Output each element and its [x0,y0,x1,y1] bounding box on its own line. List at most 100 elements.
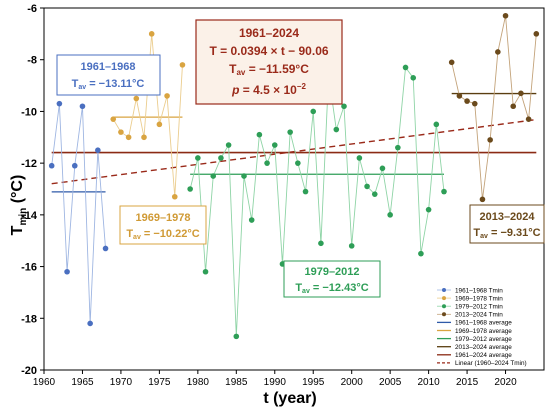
series-1 [48,100,109,327]
plot-frame [43,7,545,371]
data-point [102,245,109,252]
y-tick-label: -6 [27,3,37,15]
legend-label: 1979–2012 Tmin [455,304,503,311]
series-3 [187,64,447,340]
y-tick-label: -12 [21,158,37,170]
data-point [118,129,124,135]
annotation-1961-2024: 1961–2024 T = 0.0394 × t − 90.06 Tav = −… [195,19,343,105]
legend-item: 2013–2024 Tmin [437,312,503,319]
y-axis-label: Tmin (°C) [9,175,29,236]
x-tick-label: 2005 [379,377,402,388]
x-tick-label: 1995 [302,377,325,388]
data-point [125,134,132,141]
data-point [425,206,432,213]
annotation-1961-1968: 1961–1968 Tav = −13.11°C [56,54,161,96]
x-tick-label: 2015 [456,377,479,388]
legend-swatch-marker [442,296,446,301]
series-line [451,15,537,200]
annotation-period: 1961–2024 [239,26,299,40]
average-lines [51,92,537,193]
annotation-box [56,54,161,96]
x-tick-label: 1965 [71,377,94,388]
y-axis-label-main: T [9,225,26,235]
annotation-tav: Tav = −9.31°C [473,227,540,240]
data-point [464,98,470,104]
data-point [487,137,493,143]
data-point [171,193,178,200]
data-point [341,103,347,110]
legend-item: 1961–2024 average [437,352,512,359]
data-point [195,155,201,161]
data-point [179,62,186,68]
annotation-1979-2012: 1979–2012 Tav = −12.43°C [283,260,381,298]
x-tick-label: 2020 [494,377,517,388]
y-axis-label-sub: min [18,208,29,226]
legend-label: 1961–1968 average [455,320,512,327]
data-point [518,90,524,97]
legend-swatch-marker [442,304,446,309]
x-axis-label: t (year) [263,390,316,407]
data-point [218,155,224,161]
data-point [271,142,278,148]
data-point [410,75,417,81]
legend-item: 1961–1968 Tmin [437,287,503,294]
annotation-period: 1961–1968 [80,61,135,73]
legend-label: 1961–2024 average [455,352,512,359]
annotation-box [195,19,343,105]
legend-item: 1969–1978 Tmin [437,295,503,302]
data-point [525,116,532,122]
data-point [133,95,140,102]
annotation-period: 1969–1978 [135,212,190,224]
series-line [51,103,106,324]
data-point [533,31,540,37]
y-tick-label: -20 [21,365,37,377]
data-point [287,129,293,135]
data-point [225,142,232,148]
x-tick-label: 1975 [148,377,171,388]
legend-label: 2013–2024 average [455,344,512,351]
annotation-period: 1979–2012 [304,266,359,278]
legend-item: 1969–1978 average [437,328,512,335]
data-point [187,186,193,192]
annotation-period: 2013–2024 [479,211,535,223]
data-point [156,121,163,128]
legend-label: 2013–2024 Tmin [455,312,503,319]
data-point [164,93,170,99]
legend-item: Linear (1960–2024 Tmin) [437,360,527,367]
annotation-box [469,204,545,244]
trend-equation: T = 0.0394 × t − 90.06 [209,44,328,58]
y-tick-label: -14 [21,210,38,222]
series-layer [48,12,540,340]
legend-item: 2013–2024 average [437,344,512,351]
legend-label: 1969–1978 Tmin [455,295,503,302]
data-point [79,103,86,110]
data-point [441,188,447,195]
x-tick-label: 1990 [264,377,287,388]
annotation-tav: Tav = −10.22°C [126,228,199,241]
data-point [241,173,247,179]
data-point [56,100,63,107]
legend-item: 1961–1968 average [437,320,512,327]
annotation-tav: Tav = −12.43°C [295,282,368,295]
legend-item: 1979–2012 average [437,336,512,343]
x-tick-label: 2000 [341,377,364,388]
annotation-tav: Tav = −11.59°C [229,62,309,77]
data-point [87,320,93,327]
data-point [333,126,340,133]
data-point [433,121,440,128]
data-point [456,93,463,99]
x-tick-label: 1970 [110,377,133,388]
data-point [210,173,217,179]
data-point [356,155,363,161]
y-tick-label: -16 [21,262,37,274]
legend-background [433,284,541,366]
annotation-box [119,205,207,245]
data-point [95,147,101,154]
data-point [141,134,147,141]
tick-layer: 1960 1965 1970 1975 1980 1985 1990 1995 2000 2005… [21,3,517,388]
legend-swatch-marker [442,312,446,317]
data-point [302,188,309,195]
data-point [418,250,424,257]
